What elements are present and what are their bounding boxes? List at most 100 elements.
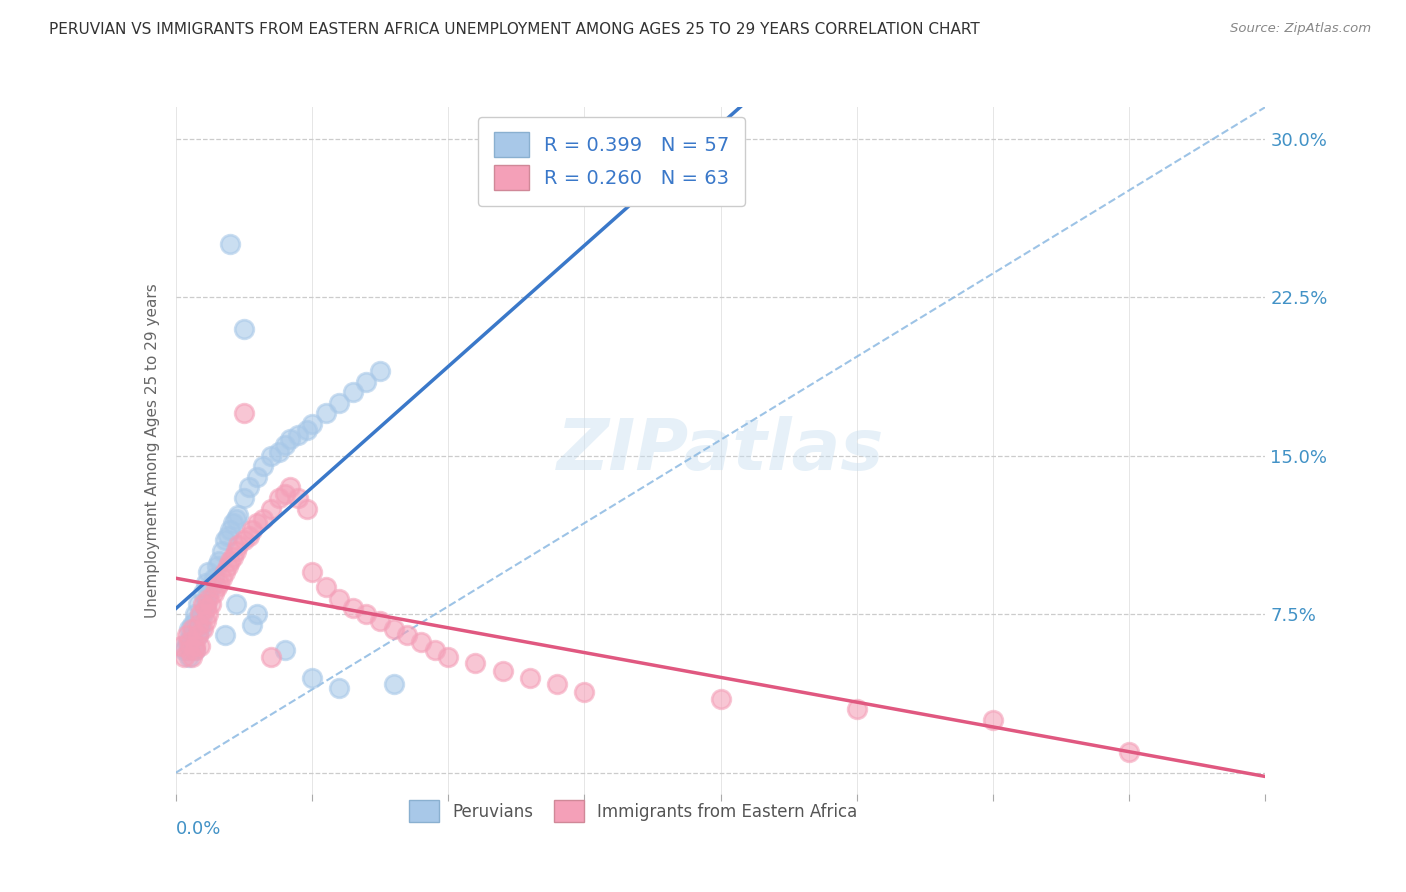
Point bbox=[222, 516, 245, 531]
Point bbox=[356, 607, 378, 622]
Point bbox=[260, 501, 283, 516]
Point bbox=[205, 558, 228, 573]
Point bbox=[176, 628, 198, 642]
Point bbox=[228, 508, 250, 522]
Point bbox=[179, 634, 201, 648]
Point bbox=[368, 614, 391, 628]
Point bbox=[181, 622, 204, 636]
Point bbox=[246, 470, 269, 484]
Point bbox=[342, 385, 364, 400]
Point bbox=[225, 597, 247, 611]
Point bbox=[246, 516, 269, 531]
Point bbox=[217, 558, 239, 573]
Point bbox=[188, 639, 211, 653]
Point bbox=[246, 607, 269, 622]
Point bbox=[211, 544, 233, 558]
Point bbox=[295, 501, 318, 516]
Point bbox=[222, 550, 245, 565]
Point bbox=[194, 601, 217, 615]
Point bbox=[186, 628, 209, 642]
Point bbox=[409, 634, 432, 648]
Point bbox=[219, 523, 242, 537]
Text: ZIPatlas: ZIPatlas bbox=[557, 416, 884, 485]
Point bbox=[219, 554, 242, 568]
Point bbox=[200, 580, 222, 594]
Point bbox=[214, 565, 236, 579]
Point bbox=[211, 571, 233, 585]
Point bbox=[173, 643, 195, 657]
Point bbox=[396, 628, 419, 642]
Point bbox=[278, 432, 301, 446]
Point bbox=[188, 617, 211, 632]
Point bbox=[342, 601, 364, 615]
Point bbox=[200, 597, 222, 611]
Point bbox=[981, 713, 1004, 727]
Point bbox=[328, 396, 350, 410]
Point bbox=[179, 643, 201, 657]
Point bbox=[492, 665, 515, 679]
Point bbox=[181, 628, 204, 642]
Point bbox=[382, 677, 405, 691]
Point bbox=[188, 622, 211, 636]
Point bbox=[315, 407, 337, 421]
Point bbox=[202, 586, 225, 600]
Text: Source: ZipAtlas.com: Source: ZipAtlas.com bbox=[1230, 22, 1371, 36]
Point bbox=[197, 607, 219, 622]
Point bbox=[191, 597, 214, 611]
Point bbox=[356, 375, 378, 389]
Point bbox=[191, 607, 214, 622]
Point bbox=[252, 512, 274, 526]
Point bbox=[205, 580, 228, 594]
Point bbox=[181, 649, 204, 664]
Point bbox=[1118, 745, 1140, 759]
Point bbox=[278, 480, 301, 494]
Point bbox=[328, 592, 350, 607]
Point bbox=[184, 639, 207, 653]
Point bbox=[232, 407, 254, 421]
Point bbox=[287, 427, 309, 442]
Point bbox=[184, 614, 207, 628]
Point bbox=[202, 571, 225, 585]
Point bbox=[186, 628, 209, 642]
Text: PERUVIAN VS IMMIGRANTS FROM EASTERN AFRICA UNEMPLOYMENT AMONG AGES 25 TO 29 YEAR: PERUVIAN VS IMMIGRANTS FROM EASTERN AFRI… bbox=[49, 22, 980, 37]
Point bbox=[301, 417, 323, 431]
Point bbox=[217, 529, 239, 543]
Point bbox=[219, 237, 242, 252]
Point bbox=[225, 544, 247, 558]
Point bbox=[519, 671, 541, 685]
Text: 0.0%: 0.0% bbox=[176, 820, 221, 838]
Point bbox=[194, 575, 217, 590]
Point bbox=[315, 580, 337, 594]
Point bbox=[260, 649, 283, 664]
Point bbox=[228, 537, 250, 551]
Point bbox=[179, 622, 201, 636]
Point bbox=[238, 480, 260, 494]
Point bbox=[170, 639, 193, 653]
Point bbox=[184, 643, 207, 657]
Point bbox=[274, 643, 297, 657]
Point bbox=[179, 649, 201, 664]
Point bbox=[197, 565, 219, 579]
Point bbox=[186, 617, 209, 632]
Point bbox=[274, 438, 297, 452]
Point bbox=[208, 575, 231, 590]
Point bbox=[301, 565, 323, 579]
Point bbox=[186, 597, 209, 611]
Point bbox=[269, 444, 291, 458]
Point bbox=[188, 607, 211, 622]
Point bbox=[269, 491, 291, 505]
Point bbox=[191, 586, 214, 600]
Point bbox=[184, 607, 207, 622]
Point bbox=[232, 533, 254, 548]
Point bbox=[176, 634, 198, 648]
Point bbox=[423, 643, 446, 657]
Point bbox=[274, 487, 297, 501]
Point bbox=[194, 597, 217, 611]
Point bbox=[295, 423, 318, 437]
Point bbox=[208, 554, 231, 568]
Point bbox=[181, 617, 204, 632]
Point bbox=[214, 628, 236, 642]
Legend: Peruvians, Immigrants from Eastern Africa: Peruvians, Immigrants from Eastern Afric… bbox=[401, 792, 866, 830]
Point bbox=[252, 459, 274, 474]
Point bbox=[238, 529, 260, 543]
